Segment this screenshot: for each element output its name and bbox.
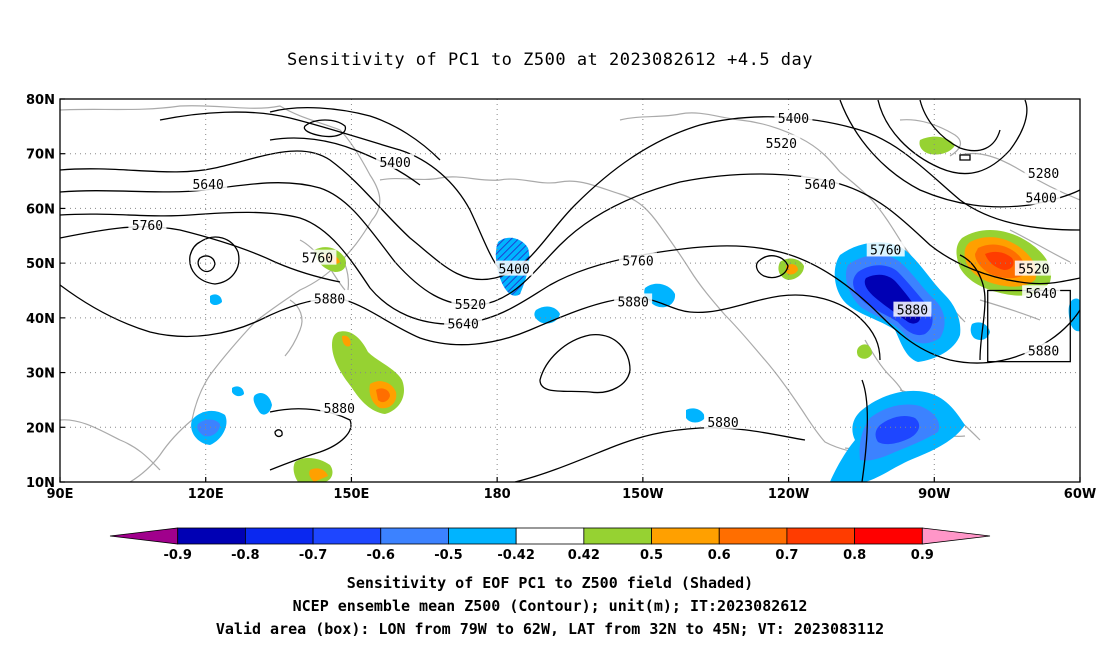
contour-label: 5760 xyxy=(870,243,901,258)
contour-label-bg xyxy=(774,110,813,126)
contour-label-bg xyxy=(320,400,359,416)
colorbar-label: -0.9 xyxy=(163,548,191,563)
colorbar-swatch xyxy=(651,527,720,545)
contour-label: 5760 xyxy=(132,219,163,234)
contour-labels: 5400 5640 5760 5760 5880 5400 5520 5640 5760 5880… xyxy=(128,110,1063,431)
map-title: Sensitivity of PC1 to Z500 at 2023082612… xyxy=(286,50,813,70)
lat-tick-label: 10N xyxy=(26,476,55,491)
contour-label-bg xyxy=(893,301,932,317)
colorbar-swatch xyxy=(718,527,788,545)
contour-label-bg xyxy=(704,413,742,429)
contour-label-bg xyxy=(614,293,653,309)
colorbar-label: -0.6 xyxy=(367,548,395,563)
colorbar-label: 0.9 xyxy=(911,548,934,563)
colorbar-swatch xyxy=(312,527,382,545)
contour-label-bg xyxy=(1024,164,1063,180)
contour-label-bg xyxy=(619,252,657,268)
lat-lon-grid xyxy=(60,99,1080,482)
lat-tick-label: 50N xyxy=(26,257,55,272)
contour-label-bg xyxy=(866,241,905,257)
colorbar-swatch xyxy=(515,527,585,545)
caption-line-1: Sensitivity of EOF PC1 to Z500 field (Sh… xyxy=(346,574,754,592)
lon-tick-label: 150E xyxy=(333,487,369,502)
lat-tick-label: 40N xyxy=(26,312,55,327)
contour-label: 5640 xyxy=(447,317,478,332)
contour-label: 5760 xyxy=(622,254,653,269)
lon-tick-label: 120W xyxy=(768,487,809,502)
contour-label: 5880 xyxy=(897,304,928,319)
colorbar: -0.9 -0.8 -0.7 -0.6 -0.5 -0.42 0.42 0.5 0.6 0.7 0.… xyxy=(109,527,991,563)
colorbar-label: -0.8 xyxy=(231,548,259,563)
contour-label-bg xyxy=(1022,285,1061,301)
colorbar-label: 0.7 xyxy=(775,548,798,563)
colorbar-label: -0.42 xyxy=(497,548,534,563)
colorbar-label: -0.7 xyxy=(299,548,327,563)
colorbar-swatch xyxy=(448,527,517,545)
lat-tick-label: 60N xyxy=(26,202,55,217)
contour-label-bg xyxy=(762,134,801,150)
lat-tick-label: 30N xyxy=(26,367,55,382)
colorbar-swatch xyxy=(380,527,449,545)
contour-label-bg xyxy=(451,296,490,312)
contour-label: 5640 xyxy=(1025,287,1056,302)
colorbar-swatch xyxy=(583,527,652,545)
contour-label: 5520 xyxy=(455,298,486,313)
colorbar-swatch xyxy=(854,527,923,545)
lon-tick-label: 90W xyxy=(918,487,950,502)
contour-label-bg xyxy=(189,175,228,191)
contour-label-bg xyxy=(298,249,337,265)
contour-label: 5400 xyxy=(498,263,529,278)
contour-label-bg xyxy=(310,290,349,306)
contour-label: 5400 xyxy=(379,156,410,171)
caption-line-2: NCEP ensemble mean Z500 (Contour); unit(… xyxy=(292,597,808,615)
contour-label: 5640 xyxy=(804,178,835,193)
lon-tick-label: 180 xyxy=(484,487,511,502)
colorbar-label: 0.6 xyxy=(708,548,731,563)
colorbar-swatch xyxy=(177,527,246,545)
lat-tick-label: 80N xyxy=(26,93,55,108)
contour-label: 5880 xyxy=(1028,345,1059,360)
colorbar-swatch xyxy=(921,527,991,545)
contour-label-bg xyxy=(444,315,483,331)
colorbar-label: 0.5 xyxy=(640,548,663,563)
colorbar-label: -0.5 xyxy=(434,548,462,563)
contour-label: 5520 xyxy=(766,137,797,152)
lon-tick-label: 60W xyxy=(1064,487,1096,502)
contour-label-bg xyxy=(128,216,167,232)
caption-line-3: Valid area (box): LON from 79W to 62W, L… xyxy=(215,620,885,638)
contour-label: 5760 xyxy=(302,252,333,267)
contour-label: 5880 xyxy=(707,416,738,431)
contour-label: 5520 xyxy=(1018,263,1049,278)
contour-label: 5400 xyxy=(778,112,809,127)
map-axes: 90E 120E 150E 180 150W 120W 90W 60W 10N 20N 30N 40N… xyxy=(26,93,1096,502)
map-frame xyxy=(59,98,1081,483)
lat-tick-label: 70N xyxy=(26,148,55,163)
lat-tick-label: 20N xyxy=(26,421,55,436)
colorbar-label: 0.42 xyxy=(568,548,600,563)
colorbar-swatch xyxy=(786,527,856,545)
contour-label-bg xyxy=(801,175,840,191)
lon-tick-label: 90E xyxy=(47,487,74,502)
contour-label-bg xyxy=(495,260,534,276)
contour-label: 5400 xyxy=(1025,191,1056,206)
contour-label-bg xyxy=(1024,342,1063,358)
colorbar-label: 0.8 xyxy=(843,548,866,563)
lon-tick-label: 120E xyxy=(188,487,224,502)
colorbar-swatch xyxy=(244,527,314,545)
contour-label: 5880 xyxy=(324,402,355,417)
colorbar-swatch xyxy=(109,527,179,545)
contour-label-bg xyxy=(376,153,415,169)
contour-label: 5280 xyxy=(1028,167,1059,182)
contour-label: 5640 xyxy=(192,178,223,193)
contour-label: 5880 xyxy=(617,295,648,310)
contour-label-bg xyxy=(1014,260,1053,276)
contour-label: 5880 xyxy=(314,293,345,308)
contour-label-bg xyxy=(1022,189,1061,205)
lon-tick-label: 150W xyxy=(622,487,663,502)
